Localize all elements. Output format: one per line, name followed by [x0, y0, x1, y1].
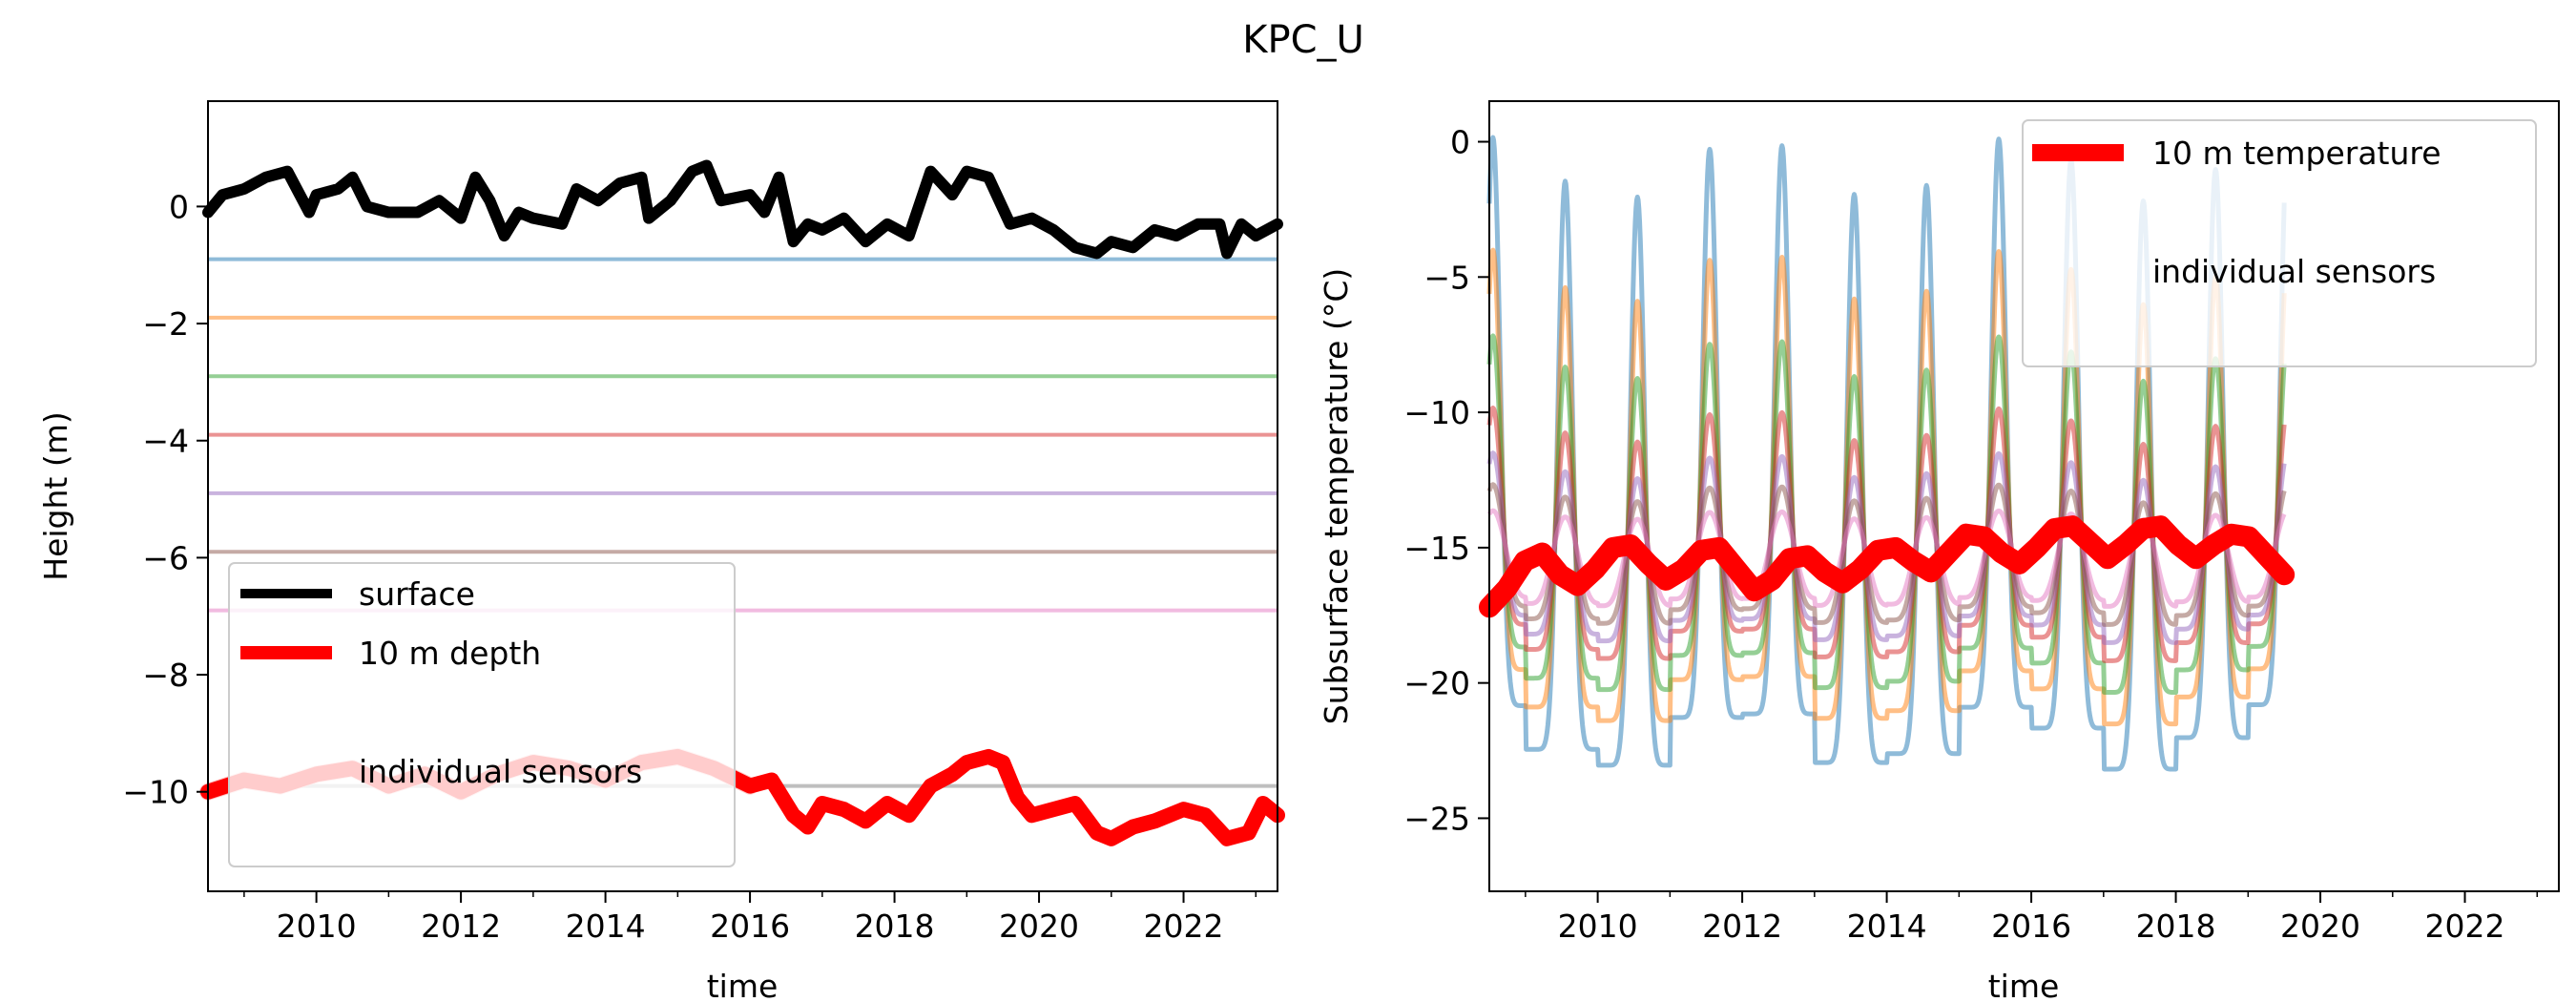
temperature-panel: 2010 2012 2014 2016 2018 2020 2022 0 −5 −10 −15 −20… [1318, 100, 2560, 1002]
height-legend-box [228, 562, 736, 867]
x-tick-label: 2022 [1144, 908, 1224, 945]
y-tick-label: 0 [169, 188, 189, 225]
temperature-axes-frame [1488, 100, 2560, 892]
x-tick-label: 2012 [421, 908, 501, 945]
legend-10m-temperature-label: 10 m temperature [2152, 135, 2441, 172]
height-y-axis-label: Height (m) [37, 411, 74, 580]
x-tick-label: 2020 [2280, 908, 2360, 945]
x-tick-label: 2018 [2136, 908, 2216, 945]
legend-individual-sensors-label: individual sensors [2152, 253, 2436, 290]
x-tick-label: 2018 [855, 908, 935, 945]
y-tick-label: −25 [1403, 800, 1470, 837]
temperature-legend-box [2022, 119, 2537, 367]
height-legend: surface 10 m depth individual sensors [228, 562, 736, 867]
y-tick-label: −20 [1403, 665, 1470, 702]
x-tick-label: 2010 [1558, 908, 1638, 945]
legend-sensors-label: individual sensors [359, 753, 642, 790]
y-tick-label: −10 [122, 774, 189, 811]
y-tick-label: −4 [142, 423, 189, 460]
temperature-ticks: 2010 2012 2014 2016 2018 2020 2022 0 −5 −10 −15 −20… [1403, 124, 2539, 945]
surface-line [202, 159, 1283, 260]
temperature-10m-line [1479, 515, 2296, 618]
height-axes-frame [207, 100, 1278, 892]
x-tick-label: 2012 [1702, 908, 1782, 945]
temperature-y-axis-label: Subsurface temperature (°C) [1318, 268, 1355, 724]
legend-surface-label: surface [359, 575, 475, 613]
y-tick-label: −10 [1403, 394, 1470, 431]
y-tick-label: −15 [1403, 530, 1470, 567]
height-ticks: 2010 2012 2014 2016 2018 2020 2022 0 −2 −4 −6 −8 −10 [122, 188, 1257, 945]
x-tick-label: 2014 [1847, 908, 1927, 945]
legend-depth-label: 10 m depth [359, 635, 541, 672]
y-tick-label: −6 [142, 539, 189, 576]
x-tick-label: 2010 [277, 908, 357, 945]
x-tick-label: 2016 [710, 908, 790, 945]
height-x-axis-label: time [707, 968, 779, 1002]
temperature-legend: 10 m temperature individual sensors [2022, 119, 2537, 367]
y-tick-label: −5 [1423, 259, 1470, 296]
y-tick-label: 0 [1450, 124, 1470, 161]
y-tick-label: −8 [142, 657, 189, 694]
height-panel: 2010 2012 2014 2016 2018 2020 2022 0 −2 −4 −6 −8 −10… [37, 100, 1285, 1002]
x-tick-label: 2014 [566, 908, 646, 945]
x-tick-label: 2020 [999, 908, 1079, 945]
figure-title: KPC_U [1242, 18, 1364, 62]
x-tick-label: 2016 [1991, 908, 2071, 945]
y-tick-label: −2 [142, 305, 189, 343]
temperature-x-axis-label: time [1988, 968, 2060, 1002]
x-tick-label: 2022 [2425, 908, 2505, 945]
temperature-plot-area [1479, 135, 2296, 772]
